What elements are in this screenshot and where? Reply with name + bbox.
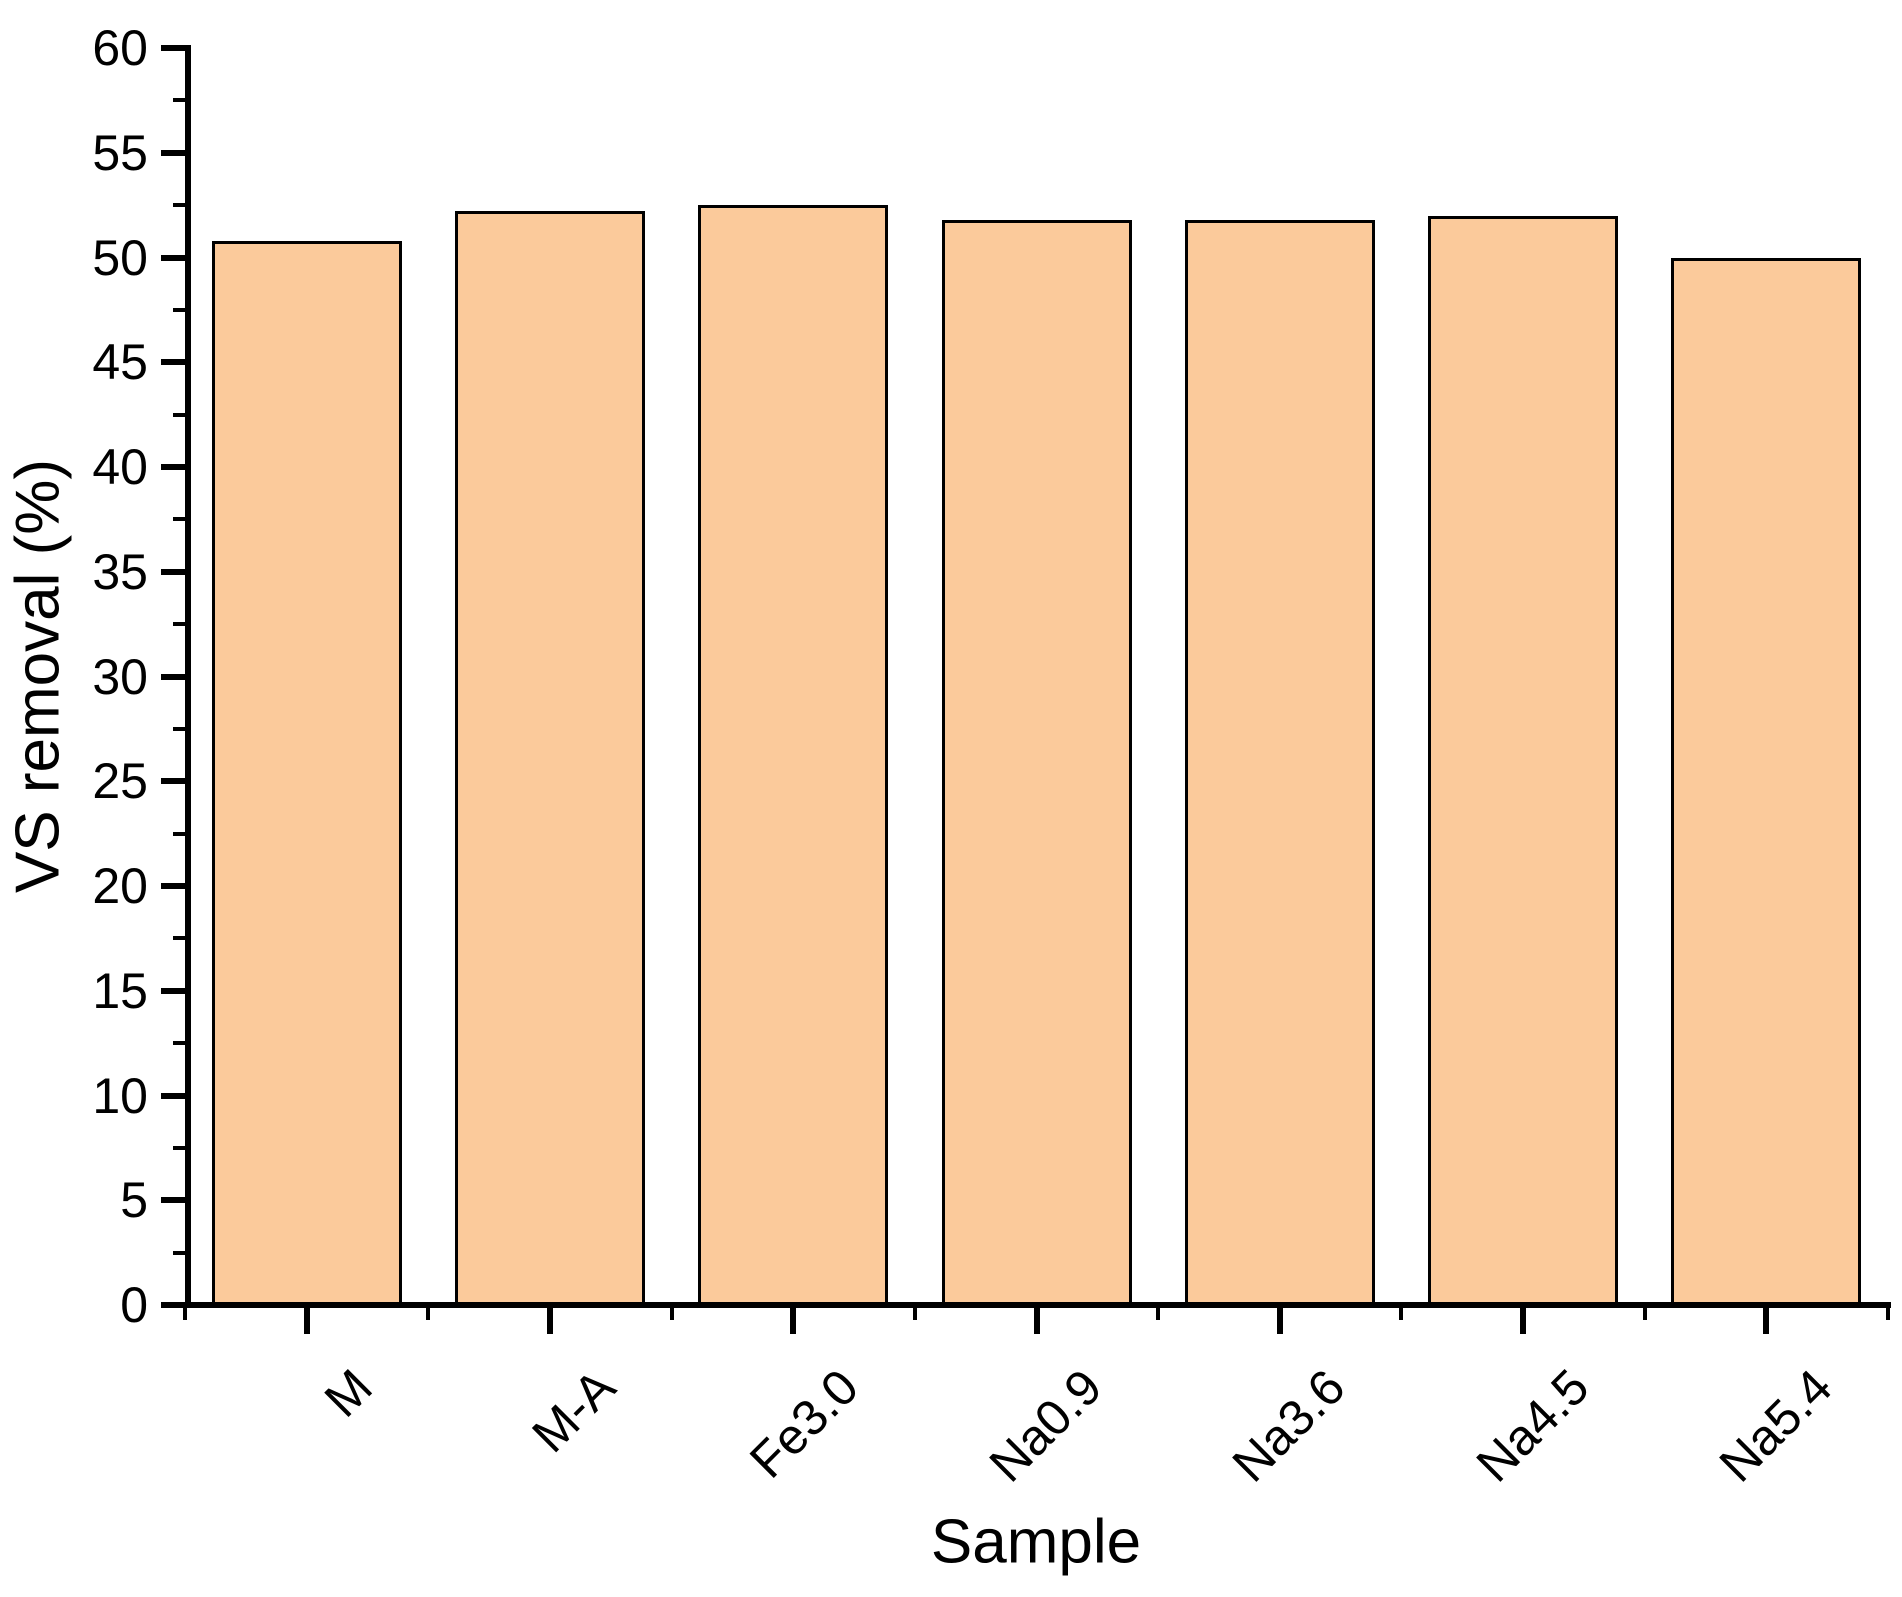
y-major-tick	[161, 254, 185, 261]
y-minor-tick	[173, 98, 185, 103]
y-tick-label: 15	[92, 962, 148, 1019]
x-minor-tick	[912, 1308, 917, 1320]
x-tick-label: M	[313, 1358, 383, 1428]
y-axis-line	[185, 45, 191, 1308]
y-minor-tick	[173, 203, 185, 208]
y-minor-tick	[173, 726, 185, 731]
x-minor-tick	[1886, 1308, 1890, 1320]
bar-Na3.6	[1184, 219, 1375, 1305]
y-minor-tick	[173, 622, 185, 627]
x-minor-tick	[426, 1308, 431, 1320]
x-tick-label: Na3.6	[1222, 1358, 1356, 1493]
y-major-tick	[161, 568, 185, 575]
y-tick-label: 40	[92, 439, 148, 495]
y-major-tick	[161, 883, 185, 889]
bar-Na0.9	[941, 219, 1132, 1305]
x-major-tick	[1276, 1308, 1283, 1334]
x-tick-label: Fe3.0	[739, 1358, 870, 1489]
y-minor-tick	[173, 1250, 185, 1255]
y-major-tick	[161, 464, 185, 470]
x-tick-label: M-A	[521, 1358, 627, 1463]
y-minor-tick	[173, 412, 185, 417]
y-minor-tick	[173, 831, 185, 836]
x-minor-tick	[1399, 1308, 1404, 1320]
x-major-tick	[790, 1308, 797, 1334]
x-major-tick	[1520, 1308, 1527, 1334]
x-axis-title: Sample	[930, 1507, 1142, 1577]
y-major-tick	[161, 987, 185, 994]
bar-Na4.5	[1428, 215, 1619, 1305]
bar-Fe3.0	[698, 205, 889, 1305]
y-axis-title: VS removal (%)	[3, 458, 73, 894]
x-minor-tick	[669, 1308, 674, 1320]
x-axis-line	[163, 1302, 1891, 1308]
x-tick-label: Na0.9	[978, 1358, 1113, 1493]
bar-M	[211, 240, 402, 1305]
y-minor-tick	[173, 1145, 185, 1150]
y-tick-label: 10	[92, 1067, 148, 1124]
y-minor-tick	[173, 1041, 185, 1046]
x-minor-tick	[183, 1308, 187, 1320]
x-major-tick	[546, 1308, 553, 1334]
x-minor-tick	[1156, 1308, 1161, 1320]
y-tick-label: 35	[92, 543, 148, 600]
y-tick-label: 60	[92, 20, 148, 76]
y-tick-label: 30	[92, 648, 148, 705]
y-tick-label: 0	[120, 1277, 148, 1333]
x-major-tick	[303, 1308, 310, 1334]
bar-M-A	[454, 211, 645, 1305]
y-tick-label: 50	[92, 229, 148, 286]
x-major-tick	[1033, 1308, 1040, 1334]
x-major-tick	[1763, 1308, 1770, 1334]
bar-Na5.4	[1671, 257, 1862, 1305]
y-minor-tick	[173, 936, 185, 941]
x-tick-label: Na5.4	[1708, 1358, 1843, 1493]
y-tick-label: 20	[92, 858, 148, 914]
y-major-tick	[161, 45, 185, 51]
y-tick-label: 55	[92, 124, 148, 181]
y-tick-label: 25	[92, 753, 148, 810]
y-major-tick	[161, 673, 185, 680]
y-major-tick	[161, 1092, 185, 1099]
x-minor-tick	[1642, 1308, 1647, 1320]
y-minor-tick	[173, 517, 185, 522]
y-major-tick	[161, 149, 185, 156]
y-major-tick	[161, 778, 185, 785]
y-minor-tick	[173, 307, 185, 312]
x-tick-label: Na4.5	[1465, 1358, 1600, 1493]
y-major-tick	[161, 1197, 185, 1204]
y-tick-label: 5	[120, 1172, 148, 1229]
y-tick-label: 45	[92, 334, 148, 391]
y-major-tick	[161, 359, 185, 366]
